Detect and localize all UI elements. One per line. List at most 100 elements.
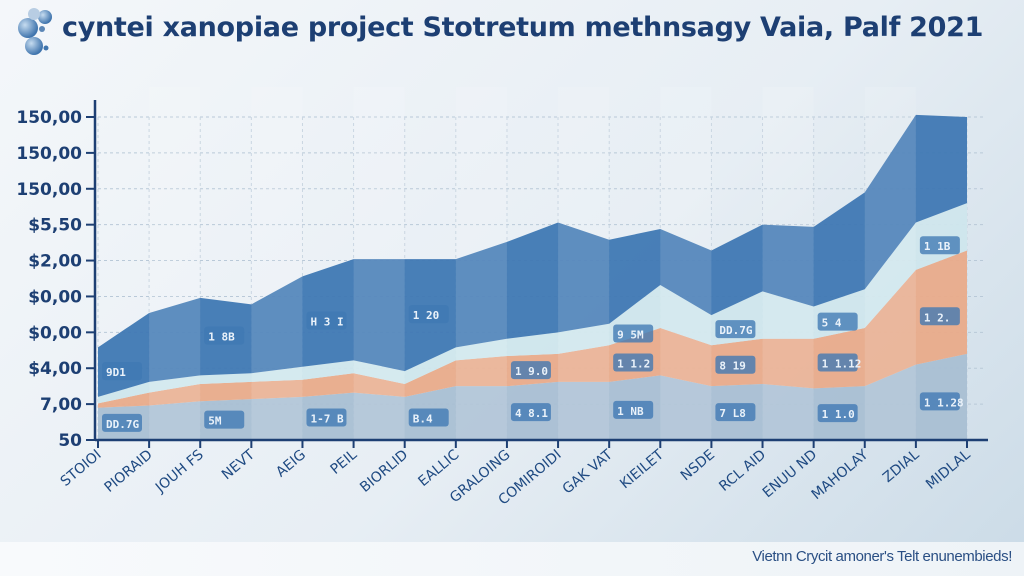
data-label: 1 9.0	[510, 361, 551, 380]
data-label-text: 1 1.12	[822, 358, 862, 371]
data-label-text: 1 9.0	[515, 365, 548, 378]
data-label-box	[510, 361, 551, 380]
data-label-box	[817, 404, 858, 423]
data-label: DD.7G	[102, 413, 142, 432]
data-label-text: 5 4	[822, 317, 842, 330]
x-tick-label: GAK VAT	[560, 447, 616, 498]
y-tick-label: $2,00	[28, 252, 82, 272]
data-label-text: 7 L8	[719, 407, 746, 420]
data-label-box	[306, 408, 347, 427]
data-label: 1 20	[408, 305, 449, 324]
data-label-text: 1 2.	[924, 311, 951, 324]
y-tick-label: $5,50	[28, 216, 82, 236]
x-tick-label: ZDIAL	[880, 447, 923, 486]
data-label-box	[715, 403, 756, 422]
y-tick-label: 150,00	[16, 180, 82, 200]
data-label: 1 NB	[613, 400, 654, 419]
stacked-area-chart: DD.7G 5M 1-7 B B.4 4 8.1 1 NB 7 L8 1 1.0 1 1.28 1…	[16, 87, 988, 508]
data-label-box	[408, 305, 449, 324]
data-label-text: 1 20	[413, 309, 440, 322]
footer-caption: Vietnn Crycit amoner's Telt enunembieds!	[752, 548, 1012, 565]
footer-band	[0, 542, 1024, 576]
data-label: 1 1.28	[919, 392, 964, 411]
data-label: DD.7G	[715, 320, 756, 339]
data-label-text: H 3 I	[310, 316, 343, 329]
data-label-text: 1 1B	[924, 240, 951, 253]
data-label-box	[817, 312, 858, 331]
data-label: 9D1	[102, 362, 142, 381]
data-label: 5 4	[817, 312, 858, 331]
data-label: 1 1.0	[817, 404, 858, 423]
data-label: H 3 I	[306, 311, 347, 330]
data-label-text: B.4	[413, 412, 433, 425]
x-tick-label: STOIOI	[58, 447, 105, 490]
chart-title: cyntei xanopiae project Stotretum methns…	[62, 12, 984, 43]
data-label-text: 5M	[208, 415, 222, 428]
data-label: 1 8B	[204, 326, 245, 345]
data-label: 7 L8	[715, 403, 756, 422]
y-tick-label: $0,00	[28, 323, 82, 343]
data-label-box	[613, 324, 654, 343]
data-label-text: DD.7G	[106, 418, 139, 431]
column-highlight	[864, 87, 916, 440]
y-tick-label: $0,00	[28, 287, 82, 307]
data-label-text: 1 8B	[208, 331, 235, 344]
x-tick-label: MIDLAL	[923, 447, 974, 493]
data-label-box	[919, 392, 960, 411]
x-tick-label: PIORAID	[102, 447, 156, 496]
x-tick-label: NSDE	[678, 447, 718, 484]
y-tick-label: 50	[58, 431, 82, 451]
data-label-box	[306, 311, 347, 330]
data-label-text: 8 19	[719, 360, 746, 373]
y-tick-label: 150,00	[16, 108, 82, 128]
x-tick-label: KIEILET	[617, 447, 667, 493]
data-label-text: 1 1.28	[924, 396, 964, 409]
data-label-box	[613, 400, 654, 419]
x-tick-label: PEIL	[327, 447, 360, 478]
bubbles-logo-icon	[18, 8, 52, 55]
column-highlight	[455, 87, 507, 440]
x-tick-label: BIORLID	[357, 447, 411, 496]
column-highlight	[558, 87, 610, 440]
column-highlight	[251, 87, 303, 440]
data-label-text: 1 NB	[617, 405, 644, 418]
data-label-box	[510, 403, 551, 422]
data-label: 1-7 B	[306, 408, 347, 427]
data-label-text: DD.7G	[719, 324, 752, 337]
column-highlight	[762, 87, 814, 440]
data-label-box	[204, 326, 245, 345]
area-series-cyan	[98, 203, 967, 404]
data-label-box	[919, 236, 960, 255]
data-label: 1 1B	[919, 236, 960, 255]
data-label-text: 1-7 B	[310, 412, 343, 425]
y-tick-label: 7,00	[40, 395, 82, 415]
x-tick-label: EALLIC	[415, 447, 462, 490]
data-label: 1 1.2	[613, 353, 654, 372]
column-highlight	[149, 87, 201, 440]
x-tick-label: AEIG	[273, 447, 309, 481]
x-tick-label: MAHOLAY	[809, 447, 872, 503]
data-label-text: 4 8.1	[515, 407, 548, 420]
data-label-box	[613, 353, 654, 372]
data-label: 5M	[204, 410, 245, 429]
data-label-box	[204, 410, 245, 429]
data-label: B.4	[408, 408, 449, 427]
x-tick-label: NEVT	[219, 447, 258, 484]
data-label-box	[715, 320, 756, 339]
data-label-box	[715, 355, 756, 374]
data-label-box	[817, 353, 858, 372]
data-label: 1 2.	[919, 307, 960, 326]
data-label-text: 1 1.0	[822, 408, 855, 421]
data-label-text: 9D1	[106, 366, 126, 379]
data-label: 4 8.1	[510, 403, 551, 422]
header: cyntei xanopiae project Stotretum methns…	[0, 0, 1024, 62]
data-label-box	[102, 413, 142, 432]
x-tick-label: JOUH FS	[152, 447, 207, 497]
data-label: 8 19	[715, 355, 756, 374]
data-label: 9 5M	[613, 324, 654, 343]
data-label-box	[919, 307, 960, 326]
data-label: 1 1.12	[817, 353, 862, 372]
y-tick-label: 150,00	[16, 144, 82, 164]
column-highlight	[660, 87, 712, 440]
y-tick-label: $4,00	[28, 359, 82, 379]
